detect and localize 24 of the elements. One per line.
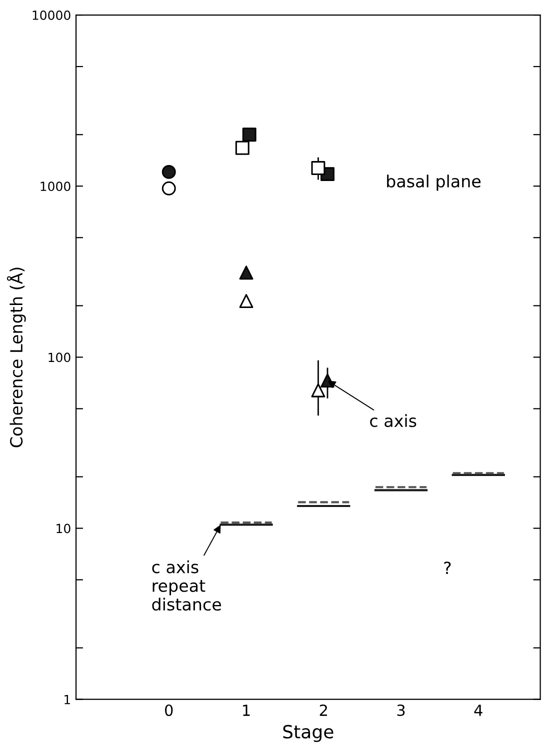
annotation: c axis repeat distance bbox=[152, 560, 222, 611]
point bbox=[235, 140, 250, 155]
y-axis-title: Coherence Length (Å) bbox=[6, 268, 26, 448]
x-tick-label: 3 bbox=[397, 704, 405, 716]
x-axis-title: Stage bbox=[283, 724, 334, 742]
y-tick-label: 100 bbox=[48, 352, 70, 362]
point bbox=[162, 181, 176, 196]
point bbox=[242, 128, 256, 142]
annotation: ? bbox=[444, 562, 451, 574]
x-tick-label: 0 bbox=[165, 704, 173, 716]
x-tick-label: 2 bbox=[320, 704, 327, 716]
point bbox=[239, 294, 254, 308]
point bbox=[239, 266, 254, 280]
point bbox=[162, 164, 176, 179]
annotation: c axis bbox=[370, 414, 416, 428]
annotation: basal plane bbox=[387, 174, 481, 191]
y-tick-label: 1 bbox=[64, 694, 70, 704]
point bbox=[311, 383, 326, 398]
y-tick-label: 10000 bbox=[32, 10, 70, 20]
point bbox=[311, 161, 326, 175]
x-tick-label: 1 bbox=[243, 704, 250, 716]
y-tick-label: 10 bbox=[56, 524, 70, 534]
x-tick-label: 4 bbox=[474, 704, 482, 716]
y-tick-label: 1000 bbox=[40, 182, 70, 192]
